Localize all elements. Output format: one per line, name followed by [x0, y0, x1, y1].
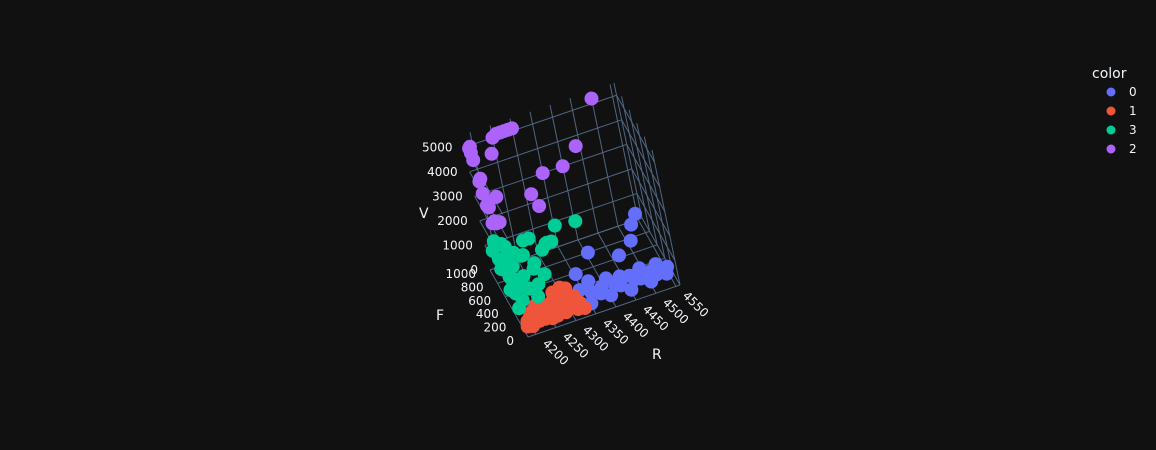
data-point-series-2: [492, 215, 507, 230]
data-point-series-1: [545, 285, 560, 300]
legend-marker: [1106, 106, 1116, 116]
grid-line-back-x: [609, 84, 639, 220]
y-tick-label: 0: [506, 334, 514, 348]
grid-line-back-x: [589, 91, 619, 227]
grid-line-side-y: [628, 109, 658, 245]
y-axis-title: F: [436, 308, 444, 324]
legend-label: 0: [1129, 85, 1137, 99]
data-point-series-0: [612, 248, 626, 263]
legend-title: color: [1092, 66, 1127, 82]
data-point-series-0: [660, 259, 675, 274]
grid-line-side-z: [621, 119, 661, 188]
legend-label: 2: [1129, 142, 1137, 156]
legend-item-1[interactable]: 1: [1106, 104, 1137, 118]
data-point-series-0: [624, 217, 639, 232]
legend-marker: [1106, 125, 1116, 135]
data-point-series-2: [535, 166, 550, 181]
data-point-series-0: [580, 245, 595, 260]
grid-line-back-z: [469, 119, 622, 173]
data-point-series-3: [515, 248, 530, 263]
data-point-series-3: [544, 234, 559, 249]
grid-line-side-y: [636, 123, 666, 259]
data-point-series-3: [522, 281, 537, 296]
x-axis-title: R: [652, 347, 662, 363]
data-point-series-2: [462, 139, 477, 154]
z-tick-label: 1000: [442, 238, 473, 252]
data-point-series-2: [466, 153, 481, 168]
data-point-series-3: [521, 231, 536, 246]
grid-line-back-z: [479, 168, 632, 222]
data-point-series-2: [532, 199, 547, 213]
data-point-series-0: [624, 282, 639, 297]
grid-line-side-z: [636, 193, 676, 261]
grid-line-side-y: [643, 136, 673, 272]
data-point-series-1: [558, 281, 573, 296]
data-point-series-3: [515, 293, 530, 308]
data-point-series-0: [632, 261, 647, 276]
legend-marker: [1106, 144, 1116, 154]
y-tick-label: 400: [476, 307, 499, 321]
grid-line-back-x: [569, 97, 599, 234]
data-point-series-1: [578, 301, 592, 315]
data-point-series-0: [628, 206, 642, 221]
data-point-series-2: [472, 174, 487, 189]
z-tick-label: 4000: [427, 165, 458, 179]
data-point-series-3: [547, 218, 562, 233]
data-point-series-3: [527, 256, 542, 271]
data-point-series-3: [505, 259, 520, 274]
chart-tick-labels: 4200425043004350440044504500455002004006…: [422, 140, 711, 368]
grid-line-side-y: [613, 82, 643, 219]
grid-line-side-y: [621, 96, 651, 232]
data-point-series-0: [581, 274, 596, 289]
z-tick-label: 0: [470, 263, 478, 277]
data-point-series-3: [537, 267, 552, 282]
y-tick-label: 1000: [445, 267, 476, 281]
data-point-series-2: [484, 146, 499, 161]
data-point-series-0: [623, 233, 638, 248]
data-point-series-0: [604, 288, 619, 303]
data-point-series-3: [516, 269, 531, 284]
y-tick-label: 600: [468, 294, 491, 308]
data-point-series-0: [568, 267, 583, 282]
legend-marker: [1106, 87, 1116, 97]
grid-line-side-z: [626, 144, 666, 212]
legend-label: 1: [1129, 104, 1137, 118]
legend-item-0[interactable]: 0: [1106, 85, 1137, 99]
data-point-series-2: [584, 91, 599, 106]
grid-line-back-z: [474, 143, 627, 197]
z-axis-title: V: [419, 206, 429, 222]
data-point-series-2: [568, 139, 583, 154]
grid-line-side-y: [651, 149, 681, 286]
chart-axis-labels: R F V: [419, 206, 662, 363]
legend-label: 3: [1129, 123, 1137, 137]
grid-line-side-z: [616, 95, 655, 163]
grid-line-back-z: [484, 192, 638, 246]
chart-points: [462, 91, 675, 334]
y-tick-label: 200: [483, 321, 506, 335]
legend-item-3[interactable]: 3: [1106, 123, 1137, 137]
data-point-series-0: [648, 257, 663, 272]
y-tick-label: 800: [461, 280, 484, 294]
data-point-series-3: [568, 214, 583, 229]
grid-line-floor-y: [527, 284, 681, 338]
z-tick-label: 3000: [432, 189, 463, 203]
data-point-series-2: [489, 189, 504, 204]
legend-item-2[interactable]: 2: [1106, 142, 1137, 156]
z-tick-label: 2000: [437, 214, 468, 228]
grid-line-back-x: [509, 118, 539, 254]
data-point-series-2: [555, 159, 570, 174]
grid-line-side-z: [631, 168, 671, 237]
data-point-series-2: [524, 187, 539, 202]
data-point-series-2: [505, 121, 519, 136]
z-tick-label: 5000: [422, 140, 453, 154]
